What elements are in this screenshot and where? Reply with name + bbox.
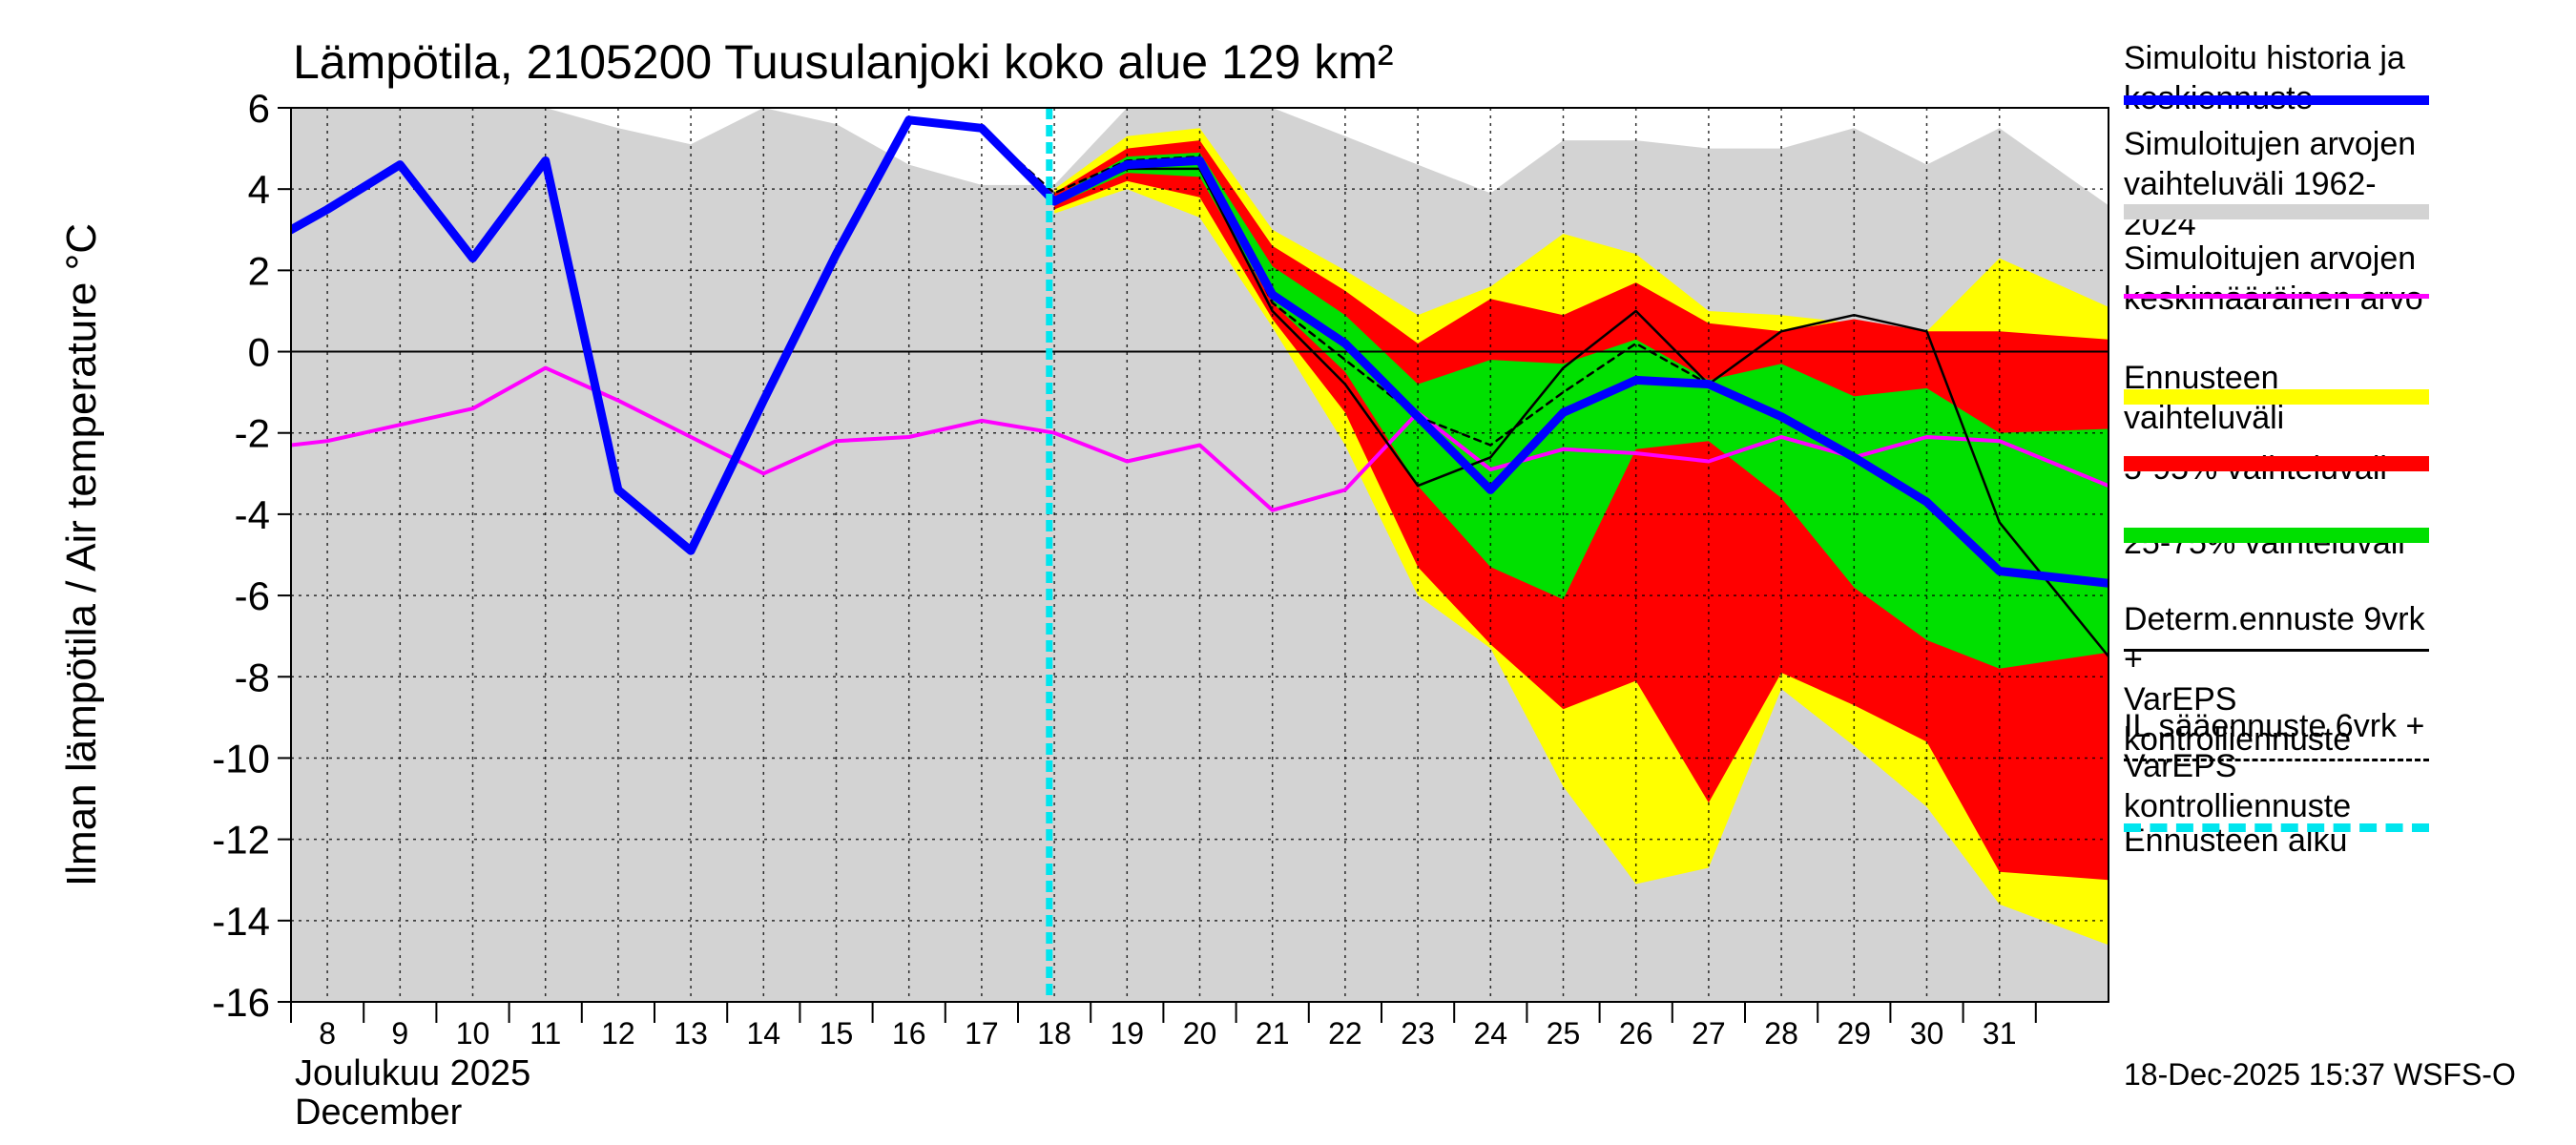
legend-label: Simuloitujen arvojen vaihteluväli 1962-2…: [2124, 126, 2417, 242]
plot-area: [291, 108, 2109, 1002]
y-tick-label: -4: [235, 492, 270, 537]
series-line-mean: [291, 365, 2109, 512]
plot-frame: [290, 107, 2109, 1003]
x-tick-label: 20: [1183, 1016, 1217, 1051]
x-tick-label: 21: [1256, 1016, 1290, 1051]
legend-label: Simuloitujen arvojen keskimääräinen arvo: [2124, 240, 2423, 317]
series-line-il-forecast: [907, 118, 1711, 447]
y-tick-label: -16: [212, 980, 270, 1025]
legend-entry: Simuloitujen arvojen keskimääräinen arvo: [2124, 239, 2439, 319]
x-tick-label: 17: [965, 1016, 999, 1051]
y-tick-label: -2: [235, 411, 270, 456]
legend-entry: Simuloitujen arvojen vaihteluväli 1962-2…: [2124, 124, 2439, 244]
x-tick-label: 16: [892, 1016, 926, 1051]
legend-swatch: [2124, 759, 2429, 761]
legend-label: Determ.ennuste 9vrk + VarEPS kontrollien…: [2124, 601, 2425, 758]
y-tick-label: -8: [235, 655, 270, 699]
legend-label: IL sääennuste 6vrk + VarEPS kontrollienn…: [2124, 708, 2425, 824]
legend-swatch: [2124, 528, 2429, 543]
chart-title: Lämpötila, 2105200 Tuusulanjoki koko alu…: [293, 35, 1394, 89]
x-tick-label: 27: [1692, 1016, 1726, 1051]
x-tick-label: 12: [601, 1016, 635, 1051]
x-tick-label: 10: [456, 1016, 490, 1051]
month-label-fi: Joulukuu 2025: [295, 1053, 530, 1093]
legend-entry: Simuloitu historia ja keskiennuste: [2124, 38, 2439, 118]
x-tick-label: 9: [391, 1016, 408, 1051]
y-tick-label: 0: [248, 330, 270, 375]
y-axis-label: Ilman lämpötila / Air temperature °C: [58, 223, 105, 886]
x-tick-label: 24: [1474, 1016, 1508, 1051]
legend-entry: IL sääennuste 6vrk + VarEPS kontrollienn…: [2124, 706, 2439, 826]
legend-swatch: [2124, 95, 2429, 105]
y-tick-label: 6: [248, 86, 270, 131]
x-tick-label: 8: [319, 1016, 336, 1051]
x-tick-label: 14: [747, 1016, 781, 1051]
y-tick-label: 4: [248, 167, 270, 212]
x-tick-label: 19: [1111, 1016, 1145, 1051]
timestamp-footer: 18-Dec-2025 15:37 WSFS-O: [2124, 1057, 2516, 1092]
range-25-75-band: [1054, 152, 2109, 669]
legend-swatch: [2124, 823, 2429, 832]
x-tick-label: 28: [1764, 1016, 1798, 1051]
legend-label: Simuloitu historia ja keskiennuste: [2124, 40, 2405, 116]
x-tick-label: 25: [1547, 1016, 1581, 1051]
x-tick-label: 13: [674, 1016, 708, 1051]
x-tick-label: 23: [1401, 1016, 1435, 1051]
y-tick-label: -6: [235, 573, 270, 618]
x-tick-label: 30: [1910, 1016, 1944, 1051]
y-tick-label: 2: [248, 248, 270, 293]
legend-swatch: [2124, 204, 2429, 219]
x-tick-label: 15: [820, 1016, 854, 1051]
x-tick-label: 26: [1619, 1016, 1653, 1051]
x-tick-label: 11: [530, 1016, 561, 1051]
legend-swatch: [2124, 649, 2429, 652]
y-tick-label: -12: [212, 818, 270, 863]
y-tick-label: -14: [212, 899, 270, 944]
series-line-simulated: [291, 115, 2109, 588]
legend-swatch: [2124, 294, 2429, 299]
y-tick-label: -10: [212, 736, 270, 781]
x-tick-label: 29: [1838, 1016, 1872, 1051]
x-tick-label: 31: [1983, 1016, 2017, 1051]
month-label-en: December: [295, 1093, 463, 1133]
x-tick-label: 18: [1037, 1016, 1071, 1051]
legend-swatch: [2124, 456, 2429, 471]
legend-swatch: [2124, 389, 2429, 405]
legend-entry: Determ.ennuste 9vrk + VarEPS kontrollien…: [2124, 599, 2439, 760]
x-tick-label: 22: [1328, 1016, 1362, 1051]
